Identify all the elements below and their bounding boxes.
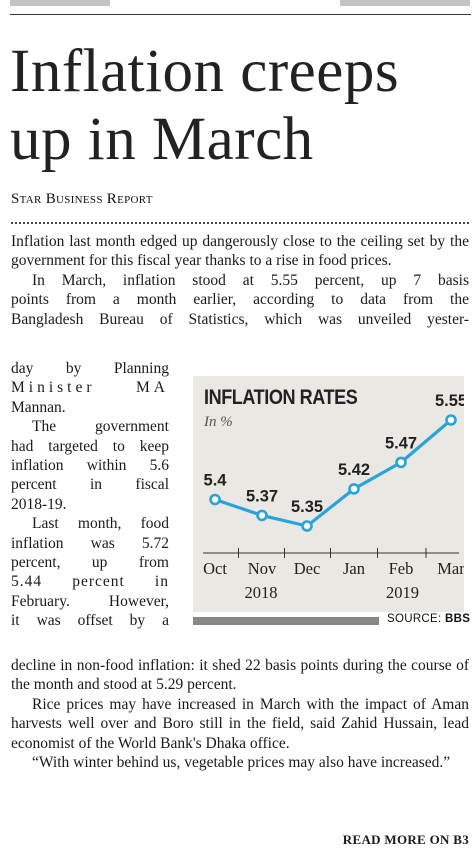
data-label-nov: 5.37 xyxy=(246,486,278,505)
data-point-mar xyxy=(445,414,457,426)
paragraph-2-narrow-1: day by Planning xyxy=(11,360,169,377)
inflation-chart: 5.4 Oct 5.37 Nov 5.35 Dec 5.42 Jan 5.47 Feb 5.55 Ma… xyxy=(193,376,464,612)
paragraph-4-narrow-5: February. However, xyxy=(11,592,169,610)
cropped-header-mark-left xyxy=(10,0,110,6)
year-label-2019: 2019 xyxy=(386,583,419,602)
dotted-divider xyxy=(11,222,469,224)
paragraph-4-narrow-1: Last month, food xyxy=(32,515,169,533)
data-point-feb xyxy=(395,456,407,469)
paragraph-4-narrow-4: 5.44 percent in xyxy=(11,573,169,591)
chart-title: INFLATION RATES xyxy=(204,386,358,409)
data-label-dec: 5.35 xyxy=(291,497,323,516)
paragraph-3-narrow-2: had targeted to keep xyxy=(11,437,169,455)
paragraph-3-narrow-5: 2018-19. xyxy=(11,495,67,513)
paragraph-5: Rice prices may have increased in March … xyxy=(11,695,469,752)
paragraph-4-narrow-6: it was offset by a xyxy=(11,612,169,630)
paragraph-2-narrow-3: Mannan. xyxy=(11,398,66,416)
paragraph-6: “With winter behind us, vegetable prices… xyxy=(32,754,451,772)
source-label: SOURCE: xyxy=(387,613,445,625)
year-label-2018: 2018 xyxy=(245,583,278,602)
cropped-header-mark-right xyxy=(340,0,470,6)
data-label-feb: 5.47 xyxy=(385,433,417,452)
paragraph-2-line-2: points from a month earlier, according t… xyxy=(11,291,469,309)
paragraph-3-narrow-4: percent in fiscal xyxy=(11,476,169,494)
read-more-link[interactable]: READ MORE ON B3 xyxy=(342,832,469,847)
source-org: BBS xyxy=(445,613,471,625)
headline: Inflation creeps up in March xyxy=(10,38,400,173)
x-tick-label-mar: Mar xyxy=(437,559,464,578)
x-tick-label-oct: Oct xyxy=(203,559,227,578)
paragraph-4-rest: decline in non-food inflation: it shed 2… xyxy=(11,657,469,694)
top-rule xyxy=(10,14,471,15)
paragraph-2-line-3: Bangladesh Bureau of Statistics, which w… xyxy=(11,310,469,328)
paragraph-4-narrow-3: percent, up from xyxy=(11,554,169,572)
chart-canvas: 5.4 Oct 5.37 Nov 5.35 Dec 5.42 Jan 5.47 Feb 5.55 Ma… xyxy=(203,391,464,602)
x-tick-label-dec: Dec xyxy=(294,559,321,578)
x-tick-label-nov: Nov xyxy=(248,559,277,578)
source-bar xyxy=(193,617,379,625)
paragraph-3-narrow-3: inflation within 5.6 xyxy=(11,457,169,475)
paragraph-1: Inflation last month edged up dangerousl… xyxy=(11,233,469,270)
data-point-nov xyxy=(256,509,268,522)
x-tick-label-jan: Jan xyxy=(343,559,365,578)
data-point-jan xyxy=(348,483,360,495)
article-narrow-column: day by Planning Minister MA Mannan. The … xyxy=(11,359,169,631)
data-point-dec xyxy=(301,520,313,532)
chart-source: SOURCE: BBS xyxy=(387,613,470,625)
article-body-top: Inflation last month edged up dangerousl… xyxy=(11,232,469,329)
article-body-bottom: decline in non-food inflation: it shed 2… xyxy=(11,656,469,772)
byline: Star Business Report xyxy=(11,191,153,207)
paragraph-2-line-1: In March, inflation stood at 5.55 percen… xyxy=(32,271,469,289)
paragraph-2-narrow-2: Minister MA xyxy=(11,379,169,397)
paragraph-4-narrow-2: inflation was 5.72 xyxy=(11,534,169,552)
data-label-mar: 5.55 xyxy=(435,391,464,410)
series-line xyxy=(214,418,453,528)
data-label-jan: 5.42 xyxy=(338,460,370,479)
paragraph-3-narrow-1: The government xyxy=(32,418,169,436)
data-point-oct xyxy=(209,493,221,506)
data-label-oct: 5.4 xyxy=(204,471,228,490)
chart-unit: In % xyxy=(204,414,233,430)
x-tick-label-feb: Feb xyxy=(389,559,414,578)
